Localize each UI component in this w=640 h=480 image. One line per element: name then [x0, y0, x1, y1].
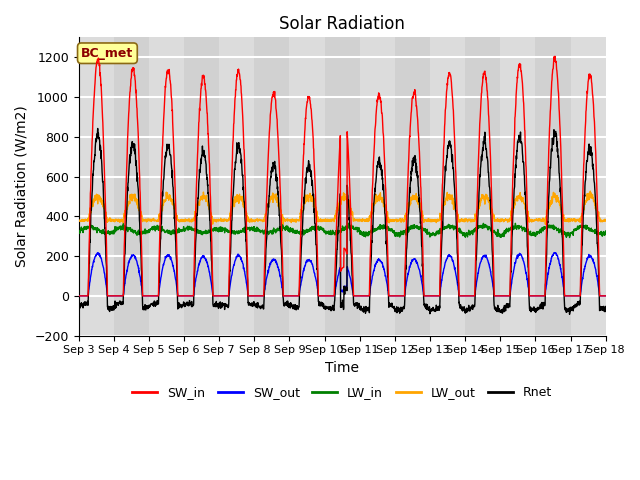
- Legend: SW_in, SW_out, LW_in, LW_out, Rnet: SW_in, SW_out, LW_in, LW_out, Rnet: [127, 381, 557, 404]
- Bar: [324, 37, 360, 336]
- SW_out: [75, 293, 83, 299]
- Line: SW_in: SW_in: [79, 56, 605, 296]
- LW_out: [369, 204, 376, 210]
- SW_in: [222, 293, 230, 299]
- LW_out: [541, 221, 549, 227]
- LW_in: [556, 228, 563, 233]
- LW_in: [566, 235, 573, 240]
- Rnet: [495, 308, 503, 314]
- SW_out: [495, 293, 503, 299]
- LW_out: [75, 218, 83, 224]
- Bar: [184, 37, 219, 336]
- Rnet: [222, 302, 230, 308]
- Rnet: [566, 312, 573, 317]
- SW_out: [369, 273, 376, 279]
- LW_in: [75, 228, 83, 234]
- Rnet: [369, 226, 377, 232]
- LW_in: [222, 226, 230, 231]
- LW_out: [556, 198, 563, 204]
- SW_in: [570, 293, 578, 299]
- Line: SW_out: SW_out: [79, 252, 605, 296]
- LW_out: [570, 216, 578, 222]
- Rnet: [602, 304, 609, 310]
- Line: LW_out: LW_out: [79, 191, 605, 224]
- Title: Solar Radiation: Solar Radiation: [279, 15, 405, 33]
- SW_out: [602, 293, 609, 299]
- Rnet: [75, 302, 83, 308]
- SW_in: [75, 293, 83, 299]
- SW_out: [357, 293, 365, 299]
- SW_in: [357, 293, 365, 299]
- Bar: [465, 37, 500, 336]
- Bar: [114, 37, 149, 336]
- Rnet: [570, 303, 578, 309]
- LW_out: [357, 217, 365, 223]
- LW_in: [602, 228, 609, 234]
- Bar: [395, 37, 430, 336]
- LW_out: [602, 217, 609, 223]
- SW_in: [602, 293, 609, 299]
- Rnet: [94, 126, 102, 132]
- Bar: [254, 37, 289, 336]
- LW_in: [345, 220, 353, 226]
- LW_in: [369, 229, 377, 235]
- SW_out: [551, 250, 559, 255]
- LW_in: [570, 226, 578, 232]
- SW_in: [556, 109, 563, 115]
- SW_out: [222, 293, 230, 299]
- LW_out: [222, 217, 230, 223]
- Rnet: [556, 170, 563, 176]
- X-axis label: Time: Time: [325, 361, 359, 375]
- LW_in: [358, 230, 365, 236]
- SW_out: [570, 293, 578, 299]
- SW_out: [556, 261, 563, 267]
- SW_in: [551, 53, 559, 59]
- LW_in: [495, 234, 503, 240]
- LW_out: [586, 188, 594, 194]
- Rnet: [358, 305, 365, 311]
- Text: BC_met: BC_met: [81, 47, 134, 60]
- Line: LW_in: LW_in: [79, 223, 605, 238]
- SW_in: [495, 293, 503, 299]
- Bar: [536, 37, 570, 336]
- Y-axis label: Solar Radiation (W/m2): Solar Radiation (W/m2): [15, 106, 29, 267]
- LW_out: [495, 218, 503, 224]
- Line: Rnet: Rnet: [79, 129, 605, 314]
- SW_in: [369, 181, 376, 187]
